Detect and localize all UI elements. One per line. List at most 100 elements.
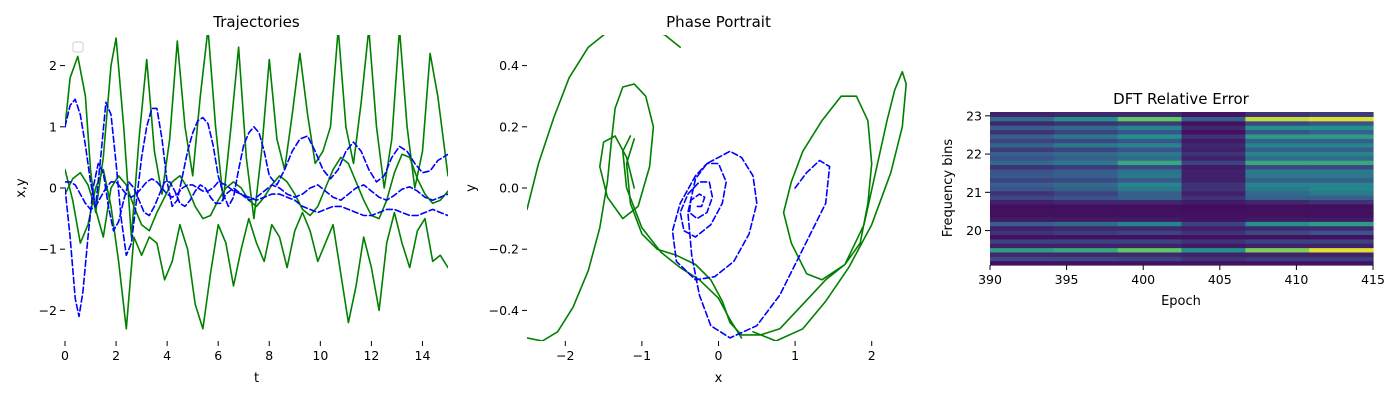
heatmap-cell (990, 146, 1055, 152)
dashed-series-line (65, 178, 448, 217)
heatmap-cell (1245, 186, 1310, 192)
heatmap-cell (1309, 221, 1374, 227)
heatmap-cell (1053, 251, 1119, 257)
y-tick-label: 0.0 (499, 181, 519, 196)
heatmap-cell (1117, 177, 1183, 183)
solid-series-line (65, 35, 448, 238)
heatmap-cell (1053, 247, 1119, 253)
heatmap-cell (1053, 112, 1119, 117)
heatmap-cell (1245, 116, 1310, 122)
heatmap-cell (1181, 260, 1246, 266)
heatmap-cell (1053, 234, 1119, 240)
y-axis-ticks: 20 21 22 23 (966, 108, 990, 238)
heatmap-cell (990, 116, 1055, 122)
heatmap-cell (1245, 195, 1310, 201)
heatmap-cell (1309, 195, 1374, 201)
heatmap-cell (1181, 173, 1246, 179)
y-axis-ticks: −0.4 −0.2 0.0 0.2 0.4 (489, 58, 527, 318)
heatmap-cell (1117, 142, 1183, 148)
y-axis-label: y (464, 184, 479, 192)
heatmap-cell (1309, 164, 1374, 170)
heatmap-cell (990, 177, 1055, 183)
heatmap-cell (1245, 160, 1310, 166)
heatmap-cell (1309, 212, 1374, 218)
heatmap-cell (1245, 225, 1310, 231)
heatmap-cell (1181, 155, 1246, 161)
heatmap-cell (1117, 208, 1183, 214)
x-tick-label: 395 (1055, 272, 1079, 287)
heatmap-cell (990, 164, 1055, 170)
heatmap-cell (1309, 125, 1374, 131)
heatmap-cell (1181, 120, 1246, 126)
heatmap-cell (990, 190, 1055, 196)
x-tick-label: 2 (112, 348, 120, 363)
heatmap-cell (1245, 221, 1310, 227)
solid-series-line (527, 35, 682, 211)
x-tick-label: 10 (312, 348, 328, 363)
heatmap-cell (990, 230, 1055, 235)
heatmap-cell (990, 234, 1055, 240)
heatmap-cell (990, 155, 1055, 161)
heatmap-cell (1309, 234, 1374, 240)
heatmap-cell (990, 173, 1055, 179)
heatmap-cell (1181, 195, 1246, 201)
chart-title: Trajectories (212, 13, 300, 31)
heatmap-cell (1181, 203, 1246, 209)
heatmap-cell (1117, 116, 1183, 122)
heatmap-cell (990, 125, 1055, 131)
heatmap-cell (1309, 120, 1374, 126)
heatmap-cell (1245, 247, 1310, 253)
y-axis-label: x,y (14, 178, 29, 198)
heatmap-cell (1181, 243, 1246, 249)
solid-series-line (621, 135, 743, 339)
heatmap-cell (1309, 138, 1374, 144)
heatmap-cell (1053, 221, 1119, 227)
heatmap-cell (1117, 181, 1183, 187)
heatmap-cell (990, 203, 1055, 209)
x-tick-label: 12 (363, 348, 379, 363)
heatmap-cell (1053, 186, 1119, 192)
chart-title: DFT Relative Error (1113, 90, 1249, 108)
heatmap-cell (1053, 173, 1119, 179)
heatmap-cell (1181, 125, 1246, 131)
y-tick-label: −0.2 (489, 242, 519, 257)
heatmap-cell (1053, 168, 1119, 174)
heatmap-cell (1117, 120, 1183, 126)
x-axis-label: t (254, 371, 259, 386)
heatmap-cell (1053, 177, 1119, 183)
heatmap-cell (1245, 112, 1310, 117)
heatmap-cell (1053, 151, 1119, 157)
heatmap-cell (1117, 125, 1183, 131)
heatmap-cell (1309, 177, 1374, 183)
y-tick-label: 21 (966, 185, 982, 200)
y-tick-label: −0.4 (489, 303, 519, 318)
heatmap-cell (1309, 129, 1374, 135)
y-tick-label: 0 (49, 181, 57, 196)
dft-error-heatmap: DFT Relative Error 20 21 22 23 390 395 400 405… (941, 90, 1385, 309)
solid-series-line (527, 83, 655, 341)
heatmap-cell (990, 195, 1055, 201)
heatmap-cell (1245, 208, 1310, 214)
x-axis-label: Epoch (1161, 294, 1201, 309)
heatmap-cell (1309, 251, 1374, 257)
x-tick-label: 410 (1284, 272, 1308, 287)
heatmap-cell (1181, 251, 1246, 257)
heatmap-cell (1245, 243, 1310, 249)
x-tick-label: 415 (1361, 272, 1385, 287)
heatmap-cell (1309, 116, 1374, 122)
heatmap-cell (1053, 225, 1119, 231)
heatmap-cell (990, 112, 1055, 117)
heatmap-cell (1245, 230, 1310, 235)
y-tick-label: 0.4 (499, 58, 519, 73)
heatmap-cell (990, 243, 1055, 249)
y-tick-label: 1 (49, 119, 57, 134)
y-axis-label: Frequency bins (941, 139, 956, 237)
heatmap-cell (1245, 142, 1310, 148)
heatmap-cell (1245, 120, 1310, 126)
heatmap-cell (1245, 168, 1310, 174)
heatmap-cell (1053, 260, 1119, 266)
heatmap-cell (1117, 234, 1183, 240)
dashed-series-line (671, 150, 831, 339)
y-tick-label: 0.2 (499, 119, 519, 134)
